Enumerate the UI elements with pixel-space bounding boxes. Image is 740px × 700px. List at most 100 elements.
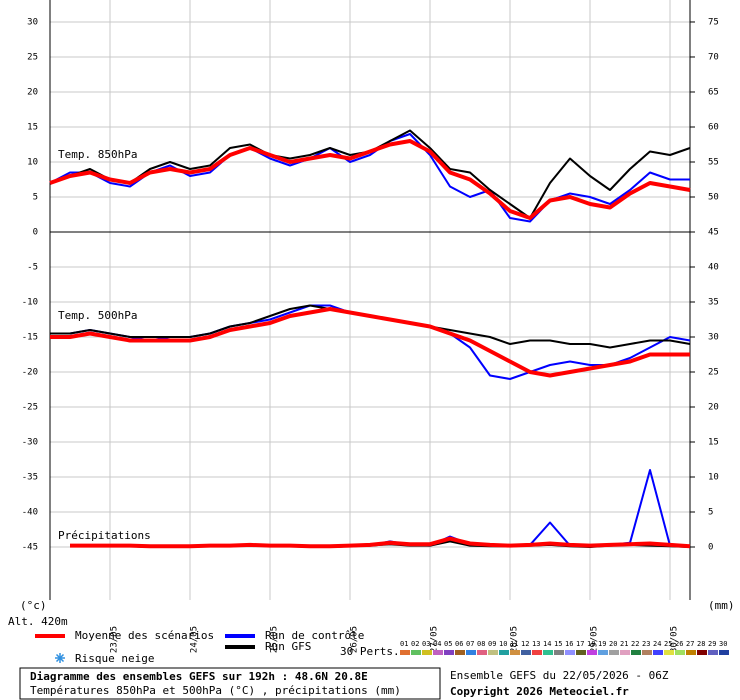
perturbation-number: 08 bbox=[477, 640, 485, 648]
footer-copyright: Copyright 2026 Meteociel.fr bbox=[450, 685, 629, 698]
x-tick-label: 28/05 bbox=[510, 626, 520, 653]
perturbation-number: 24 bbox=[653, 640, 661, 648]
series-line bbox=[49, 139, 691, 220]
perturbation-number: 19 bbox=[598, 640, 606, 648]
footer-run: Ensemble GEFS du 22/05/2026 - 06Z bbox=[450, 669, 669, 682]
y-tick-label: -20 bbox=[22, 367, 38, 377]
perturbation-number: 25 bbox=[664, 640, 672, 648]
panel-label: Temp. 500hPa bbox=[58, 309, 137, 322]
perturbation-swatch bbox=[719, 650, 729, 655]
y-tick-label: 25 bbox=[27, 52, 38, 62]
y2-tick-label: 65 bbox=[708, 87, 719, 97]
y-tick-label: 0 bbox=[33, 227, 38, 237]
snow-icon bbox=[55, 653, 65, 663]
perturbation-number: 04 bbox=[433, 640, 441, 648]
perturbation-swatch bbox=[664, 650, 674, 655]
perturbation-swatch bbox=[598, 650, 608, 655]
x-tick-label: 26/05 bbox=[350, 626, 360, 653]
perturbation-swatch bbox=[686, 650, 696, 655]
panel-label: Temp. 850hPa bbox=[58, 148, 137, 161]
perturbation-number: 18 bbox=[587, 640, 595, 648]
perturbation-number: 26 bbox=[675, 640, 683, 648]
series-line bbox=[70, 536, 691, 549]
y-tick-label: -40 bbox=[22, 508, 38, 518]
perturbation-number: 14 bbox=[543, 640, 551, 648]
perturbation-swatch bbox=[543, 650, 553, 655]
snow-label: Risque neige bbox=[75, 652, 154, 665]
perturbation-number: 15 bbox=[554, 640, 562, 648]
perturbation-number: 27 bbox=[686, 640, 694, 648]
perturbation-swatch bbox=[422, 650, 432, 655]
perturbation-label: 30 Perts. bbox=[340, 645, 400, 658]
perturbation-number: 06 bbox=[455, 640, 463, 648]
perturbation-swatch bbox=[609, 650, 619, 655]
perturbation-number: 28 bbox=[697, 640, 705, 648]
perturbation-number: 03 bbox=[422, 640, 430, 648]
y2-tick-label: 70 bbox=[708, 52, 719, 62]
perturbation-number: 13 bbox=[532, 640, 540, 648]
y-tick-label: -5 bbox=[27, 262, 38, 272]
legend-label: Run de contrôle bbox=[265, 629, 364, 642]
y2-tick-label: 45 bbox=[708, 227, 719, 237]
series-line bbox=[50, 307, 690, 378]
y2-tick-label: 40 bbox=[708, 262, 719, 272]
perturbation-number: 05 bbox=[444, 640, 452, 648]
y-tick-label: -35 bbox=[22, 473, 38, 483]
perturbation-swatch bbox=[565, 650, 575, 655]
y2-tick-label: 0 bbox=[708, 543, 713, 553]
perturbation-swatch bbox=[642, 650, 652, 655]
perturbation-swatch bbox=[444, 650, 454, 655]
y2-tick-label: 5 bbox=[708, 508, 713, 518]
perturbation-swatch bbox=[576, 650, 586, 655]
perturbation-swatch bbox=[532, 650, 542, 655]
perturbation-swatch bbox=[433, 650, 443, 655]
panel-label: Précipitations bbox=[58, 529, 151, 542]
footer-box bbox=[19, 667, 441, 700]
perturbation-number: 09 bbox=[488, 640, 496, 648]
y2-tick-label: 35 bbox=[708, 297, 719, 307]
perturbation-number: 20 bbox=[609, 640, 617, 648]
y2-tick-label: 60 bbox=[708, 122, 719, 132]
perturbation-swatch bbox=[521, 650, 531, 655]
y-tick-label: 15 bbox=[27, 122, 38, 132]
y2-tick-label: 20 bbox=[708, 403, 719, 413]
perturbation-swatch bbox=[466, 650, 476, 655]
y-tick-label: 5 bbox=[33, 192, 38, 202]
perturbation-swatch bbox=[675, 650, 685, 655]
y2-tick-label: 10 bbox=[708, 473, 719, 483]
perturbation-swatch bbox=[411, 650, 421, 655]
perturbation-number: 11 bbox=[510, 640, 518, 648]
y2-tick-label: 55 bbox=[708, 157, 719, 167]
perturbation-swatch bbox=[510, 650, 520, 655]
altitude: Alt. 420m bbox=[8, 615, 68, 628]
perturbation-number: 30 bbox=[719, 640, 727, 648]
perturbation-number: 23 bbox=[642, 640, 650, 648]
x-tick-label: 29/05 bbox=[590, 626, 600, 653]
perturbation-number: 01 bbox=[400, 640, 408, 648]
y2-tick-label: 50 bbox=[708, 192, 719, 202]
perturbation-number: 02 bbox=[411, 640, 419, 648]
perturbation-number: 22 bbox=[631, 640, 639, 648]
x-tick-label: 25/05 bbox=[270, 626, 280, 653]
y-tick-label: -30 bbox=[22, 438, 38, 448]
perturbation-swatch bbox=[631, 650, 641, 655]
perturbation-number: 07 bbox=[466, 640, 474, 648]
y2-unit: (mm) bbox=[708, 599, 735, 612]
perturbation-swatch bbox=[477, 650, 487, 655]
perturbation-swatch bbox=[455, 650, 465, 655]
perturbation-number: 16 bbox=[565, 640, 573, 648]
perturbation-number: 21 bbox=[620, 640, 628, 648]
perturbation-swatch bbox=[653, 650, 663, 655]
x-tick-label: 30/05 bbox=[670, 626, 680, 653]
perturbation-number: 10 bbox=[499, 640, 507, 648]
y-unit: (°c) bbox=[20, 599, 47, 612]
y2-tick-label: 15 bbox=[708, 438, 719, 448]
y-tick-label: -25 bbox=[22, 403, 38, 413]
legend-label: Run GFS bbox=[265, 640, 311, 653]
y2-tick-label: 25 bbox=[708, 367, 719, 377]
perturbation-swatch bbox=[587, 650, 597, 655]
y-tick-label: 30 bbox=[27, 17, 38, 27]
perturbation-number: 29 bbox=[708, 640, 716, 648]
x-tick-label: 23/05 bbox=[110, 626, 120, 653]
